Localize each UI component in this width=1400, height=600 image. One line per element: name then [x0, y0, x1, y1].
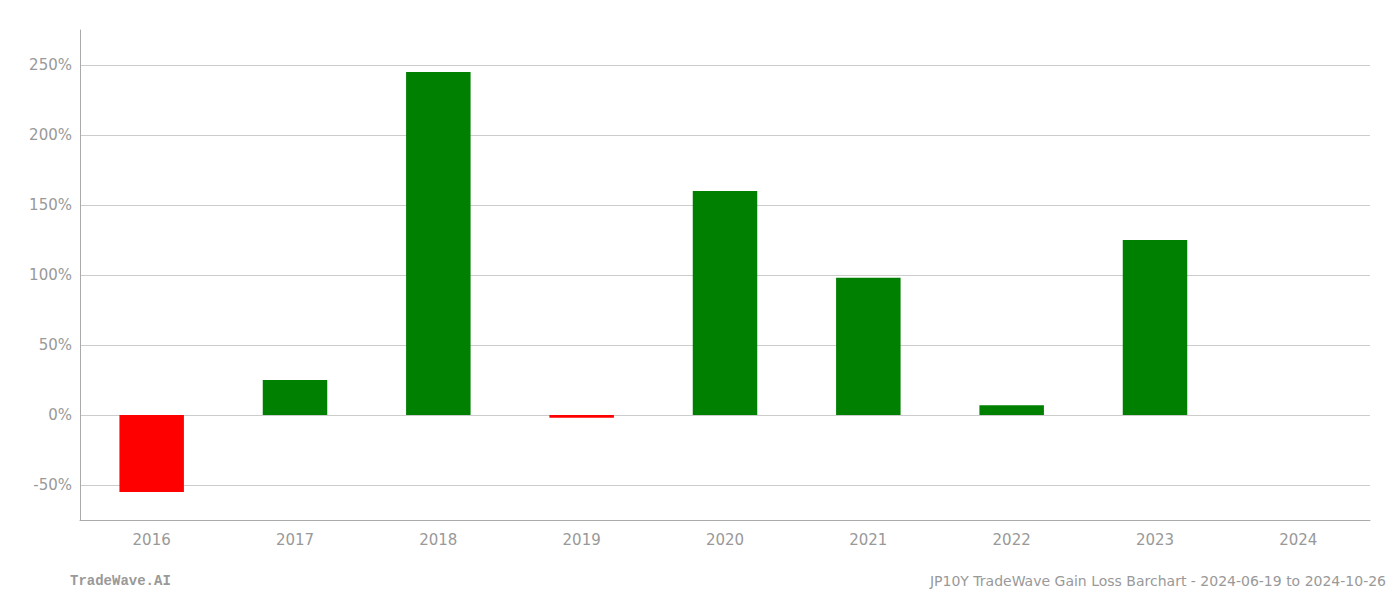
svg-text:2022: 2022 [993, 531, 1031, 549]
svg-text:JP10Y TradeWave Gain Loss Barc: JP10Y TradeWave Gain Loss Barchart - 202… [929, 573, 1386, 589]
svg-text:2024: 2024 [1279, 531, 1317, 549]
svg-text:2023: 2023 [1136, 531, 1174, 549]
svg-text:250%: 250% [29, 56, 72, 74]
svg-text:TradeWave.AI: TradeWave.AI [70, 573, 171, 589]
svg-text:2018: 2018 [419, 531, 457, 549]
svg-text:2020: 2020 [706, 531, 744, 549]
svg-text:150%: 150% [29, 196, 72, 214]
svg-text:2019: 2019 [563, 531, 601, 549]
svg-text:50%: 50% [39, 336, 72, 354]
svg-text:2021: 2021 [849, 531, 887, 549]
svg-text:2017: 2017 [276, 531, 314, 549]
svg-text:-50%: -50% [33, 476, 72, 494]
svg-text:100%: 100% [29, 266, 72, 284]
svg-text:2016: 2016 [133, 531, 171, 549]
svg-text:0%: 0% [48, 406, 72, 424]
svg-text:200%: 200% [29, 126, 72, 144]
